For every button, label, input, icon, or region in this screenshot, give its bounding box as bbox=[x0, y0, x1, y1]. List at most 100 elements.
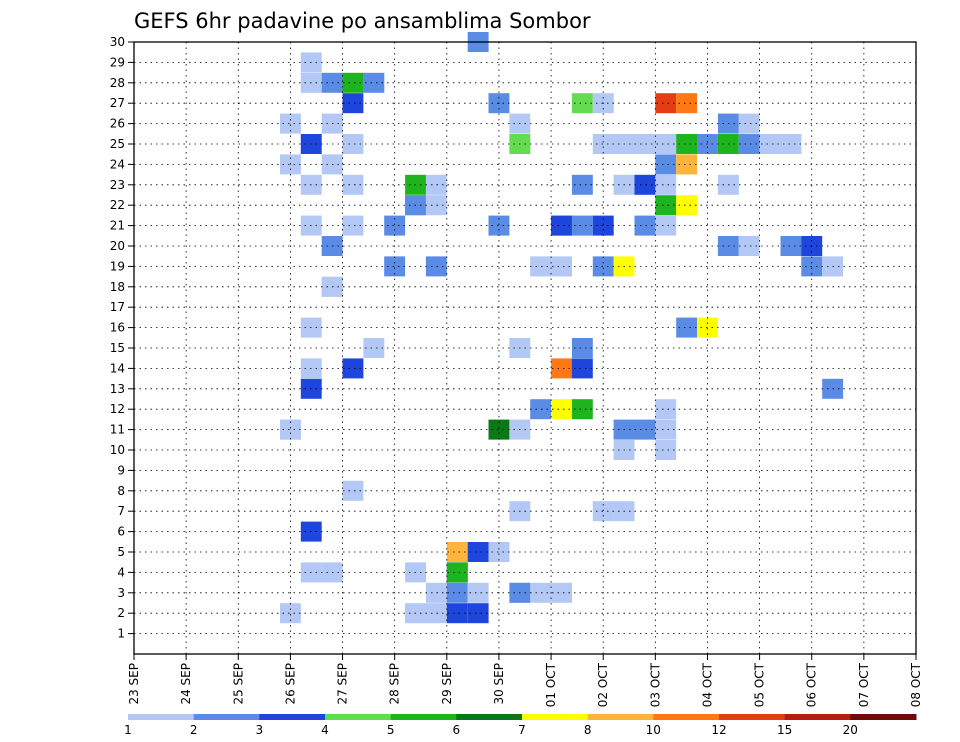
y-tick-label: 1 bbox=[117, 627, 125, 641]
heatmap-cell bbox=[655, 93, 677, 114]
colorbar-swatch bbox=[587, 714, 654, 720]
heatmap-cell bbox=[634, 419, 656, 440]
heatmap-cell bbox=[571, 174, 593, 195]
colorbar-label: 5 bbox=[387, 723, 395, 737]
heatmap-cell bbox=[655, 419, 677, 440]
y-tick-label: 25 bbox=[110, 137, 125, 151]
heatmap-cell bbox=[530, 399, 552, 420]
colorbar-label: 10 bbox=[646, 723, 661, 737]
y-tick-label: 2 bbox=[117, 606, 125, 620]
heatmap-cell bbox=[655, 195, 677, 216]
heatmap-cell bbox=[280, 113, 301, 134]
x-tick-label: 24 SEP bbox=[179, 663, 193, 705]
y-tick-label: 13 bbox=[110, 382, 125, 396]
y-tick-label: 27 bbox=[110, 96, 125, 110]
y-tick-label: 15 bbox=[110, 341, 125, 355]
colorbar-swatch bbox=[784, 714, 851, 720]
heatmap-cell bbox=[446, 603, 468, 624]
heatmap-cell bbox=[384, 215, 406, 236]
y-tick-label: 22 bbox=[110, 198, 125, 212]
y-tick-label: 17 bbox=[110, 300, 125, 314]
heatmap-cell bbox=[425, 582, 447, 603]
colorbar-label: 8 bbox=[584, 723, 592, 737]
heatmap-cell bbox=[571, 358, 593, 379]
y-tick-label: 20 bbox=[110, 239, 125, 253]
colorbar-label: 2 bbox=[190, 723, 198, 737]
heatmap-cell bbox=[592, 215, 614, 236]
grid-lines bbox=[134, 41, 916, 654]
heatmap-cell bbox=[634, 174, 656, 195]
y-tick-label: 8 bbox=[117, 484, 125, 498]
heatmap-cell bbox=[551, 215, 572, 236]
x-tick-label: 03 OCT bbox=[648, 662, 662, 707]
x-tick-label: 23 SEP bbox=[127, 663, 141, 705]
colorbar-swatch bbox=[259, 714, 326, 720]
heatmap-cell bbox=[634, 215, 656, 236]
x-tick-label: 07 OCT bbox=[857, 662, 871, 707]
colorbar-label: 3 bbox=[255, 723, 263, 737]
chart-title: GEFS 6hr padavine po ansamblima Sombor bbox=[134, 9, 591, 33]
y-tick-label: 4 bbox=[117, 565, 125, 579]
heatmap-cell bbox=[342, 358, 364, 379]
heatmap-cell bbox=[655, 154, 677, 175]
heatmap-cell bbox=[425, 603, 447, 624]
y-tick-label: 18 bbox=[110, 280, 125, 294]
heatmap-cell bbox=[571, 215, 593, 236]
heatmap-cell bbox=[342, 93, 364, 114]
colorbar-label: 6 bbox=[452, 723, 460, 737]
heatmap-cell bbox=[738, 236, 760, 256]
heatmap-cell bbox=[738, 134, 760, 154]
heatmap-cell bbox=[592, 256, 614, 277]
heatmap-cell bbox=[363, 72, 385, 93]
colorbar-label: 4 bbox=[321, 723, 329, 737]
heatmap-cell bbox=[342, 480, 364, 501]
heatmap-cell bbox=[425, 256, 447, 277]
heatmap-cell bbox=[738, 113, 760, 134]
colorbar-swatch bbox=[653, 714, 720, 720]
heatmap-cells bbox=[280, 32, 844, 624]
colorbar-swatch bbox=[128, 714, 195, 720]
y-tick-label: 14 bbox=[110, 361, 125, 375]
y-tick-label: 19 bbox=[110, 259, 125, 273]
heatmap-cell bbox=[342, 134, 364, 154]
heatmap-cell bbox=[780, 134, 802, 154]
heatmap-cell bbox=[384, 256, 406, 277]
x-tick-label: 02 OCT bbox=[596, 662, 610, 707]
heatmap-cell bbox=[551, 358, 572, 379]
heatmap-cell bbox=[592, 134, 614, 154]
y-axis-ticks: 1234567891011121314151617181920212223242… bbox=[110, 35, 134, 641]
y-tick-label: 30 bbox=[110, 35, 125, 49]
heatmap-cell bbox=[592, 501, 614, 522]
heatmap-cell bbox=[655, 134, 677, 154]
heatmap-cell bbox=[571, 399, 593, 420]
colorbar-swatch bbox=[850, 714, 917, 720]
y-tick-label: 3 bbox=[117, 586, 125, 600]
y-tick-label: 21 bbox=[110, 219, 125, 233]
heatmap-cell bbox=[676, 154, 698, 175]
y-tick-label: 23 bbox=[110, 178, 125, 192]
heatmap-cell bbox=[488, 419, 510, 440]
heatmap-cell bbox=[551, 256, 572, 277]
heatmap-cell bbox=[280, 603, 301, 624]
x-tick-label: 06 OCT bbox=[805, 662, 819, 707]
heatmap-cell bbox=[676, 134, 698, 154]
y-tick-label: 7 bbox=[117, 504, 125, 518]
heatmap-cell bbox=[342, 72, 364, 93]
y-tick-label: 16 bbox=[110, 321, 125, 335]
heatmap-cell bbox=[280, 419, 301, 440]
x-tick-label: 25 SEP bbox=[231, 663, 245, 705]
heatmap-cell bbox=[446, 582, 468, 603]
heatmap-cell bbox=[655, 440, 677, 460]
x-tick-label: 30 SEP bbox=[492, 663, 506, 705]
colorbar-swatch bbox=[719, 714, 786, 720]
x-tick-label: 27 SEP bbox=[336, 663, 350, 705]
y-tick-label: 12 bbox=[110, 402, 125, 416]
heatmap-cell bbox=[676, 317, 698, 338]
heatmap-cell bbox=[467, 542, 489, 562]
colorbar-swatch bbox=[325, 714, 392, 720]
heatmap-cell bbox=[676, 195, 698, 216]
x-tick-label: 08 OCT bbox=[909, 662, 923, 707]
colorbar-swatch bbox=[390, 714, 457, 720]
heatmap-cell bbox=[363, 338, 385, 358]
heatmap-cell bbox=[780, 236, 802, 256]
